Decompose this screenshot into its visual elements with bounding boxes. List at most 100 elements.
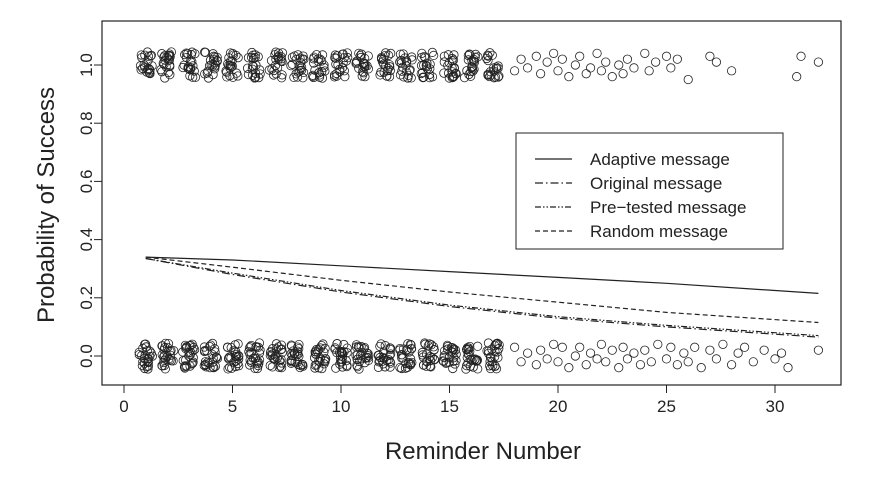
failure-point xyxy=(531,360,541,370)
failure-point xyxy=(557,342,567,352)
success-point xyxy=(181,48,191,58)
failure-point xyxy=(287,350,297,361)
failure-point xyxy=(683,357,693,367)
success-point xyxy=(333,60,343,70)
failure-point xyxy=(461,364,471,374)
failure-point xyxy=(166,345,176,356)
failure-point xyxy=(231,356,241,366)
success-point xyxy=(421,60,431,71)
failure-point xyxy=(277,344,287,354)
success-point xyxy=(243,53,254,63)
success-point xyxy=(311,50,322,60)
success-point xyxy=(585,63,596,73)
failure-point xyxy=(230,352,241,362)
failure-point xyxy=(679,348,689,358)
success-point xyxy=(418,68,428,78)
success-point xyxy=(319,62,329,73)
success-point xyxy=(164,50,174,61)
failure-point xyxy=(207,349,217,359)
success-point xyxy=(447,53,457,64)
failure-point xyxy=(420,339,430,349)
success-point xyxy=(672,54,682,64)
failure-point xyxy=(380,362,390,372)
success-point xyxy=(384,60,395,70)
failure-point xyxy=(246,340,256,351)
failure-point xyxy=(160,338,171,348)
success-point xyxy=(509,66,520,76)
failure-point xyxy=(622,354,633,364)
success-point xyxy=(516,54,526,64)
success-point xyxy=(164,49,175,59)
failure-point xyxy=(199,360,209,371)
failure-point xyxy=(351,340,362,350)
success-point xyxy=(575,51,585,61)
failure-point xyxy=(185,361,195,371)
success-point xyxy=(395,49,406,59)
success-point xyxy=(351,58,361,69)
success-point xyxy=(427,47,437,57)
success-point xyxy=(339,52,349,63)
success-point xyxy=(425,64,435,74)
x-tick-label: 10 xyxy=(332,397,351,416)
failure-point xyxy=(740,342,750,352)
failure-point xyxy=(395,345,405,355)
failure-point xyxy=(357,354,367,364)
failure-point xyxy=(450,359,460,369)
failure-point xyxy=(666,342,676,352)
failure-point xyxy=(614,363,624,373)
failure-point xyxy=(352,354,362,364)
failure-point xyxy=(267,362,277,372)
y-tick-label: 0.8 xyxy=(77,111,96,135)
success-point xyxy=(384,72,395,82)
failure-point xyxy=(254,355,265,365)
success-point xyxy=(320,66,330,76)
failure-point xyxy=(336,346,346,357)
success-point xyxy=(342,48,352,58)
success-point xyxy=(490,72,501,82)
failure-point xyxy=(523,348,533,358)
failure-point xyxy=(286,355,297,365)
failure-point xyxy=(629,348,639,358)
legend-box xyxy=(515,132,784,250)
success-point xyxy=(340,72,350,82)
success-point xyxy=(622,54,633,64)
success-point xyxy=(203,73,214,83)
success-point xyxy=(329,72,340,82)
legend-label-original: Original message xyxy=(590,174,722,193)
failure-point xyxy=(351,350,361,361)
success-point xyxy=(225,61,235,71)
success-point xyxy=(463,55,473,65)
failure-point xyxy=(397,363,407,374)
success-point xyxy=(489,73,499,83)
failure-point xyxy=(549,339,559,349)
failure-point xyxy=(585,348,596,358)
failure-point xyxy=(653,339,663,349)
failure-point xyxy=(601,357,611,367)
failure-point xyxy=(338,351,348,362)
success-point xyxy=(629,63,639,73)
success-point xyxy=(792,72,802,82)
failure-point xyxy=(331,363,341,373)
success-point xyxy=(523,63,533,73)
failure-point xyxy=(314,344,324,355)
failure-point xyxy=(417,347,427,358)
success-point xyxy=(399,72,409,82)
pretested-line xyxy=(145,257,819,337)
failure-point xyxy=(168,356,178,366)
success-point xyxy=(160,73,170,83)
success-point xyxy=(618,69,628,79)
failure-point xyxy=(635,360,646,370)
failure-point xyxy=(287,341,297,351)
failure-point xyxy=(160,364,170,374)
success-point xyxy=(185,57,196,67)
failure-point xyxy=(208,353,218,363)
success-point xyxy=(246,52,257,62)
failure-point xyxy=(165,350,176,360)
failure-point xyxy=(813,345,824,355)
success-point xyxy=(291,54,301,65)
x-tick-label: 30 xyxy=(766,397,785,416)
failure-point xyxy=(711,354,722,364)
success-point xyxy=(313,54,323,64)
success-point xyxy=(726,66,737,76)
success-point xyxy=(360,53,370,63)
